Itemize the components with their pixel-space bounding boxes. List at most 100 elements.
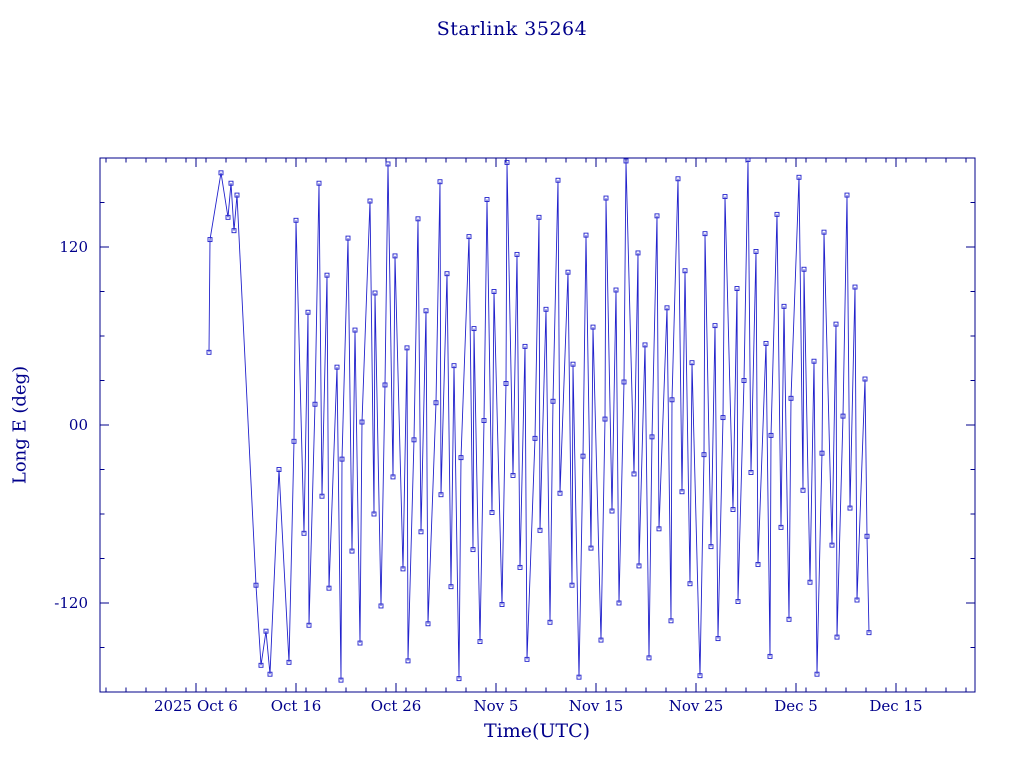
data-point-marker [576,674,582,680]
data-point-marker [466,234,472,240]
data-point-marker [755,561,761,567]
data-point-marker [448,584,454,590]
data-point-marker [668,618,674,624]
x-tick-label: Dec 5 [774,697,818,715]
data-point-marker [801,266,807,272]
data-point-marker [405,658,411,664]
data-point-marker [316,180,322,186]
data-point-marker [847,505,853,511]
data-point-marker [458,455,464,461]
data-point-marker [400,566,406,572]
data-point-marker [385,161,391,167]
y-tick-label: 120 [59,238,88,256]
data-point-marker [352,327,358,333]
plot-frame [99,157,976,693]
data-point-marker [621,379,627,385]
data-point-marker [800,487,806,493]
data-point-marker [741,378,747,383]
data-point-marker [425,621,431,627]
data-point-marker [471,326,477,332]
data-point-marker [833,321,839,327]
data-point-marker [569,582,575,588]
data-point-marker [807,579,813,585]
x-tick-label: Nov 5 [474,697,519,715]
data-point-marker [603,195,609,201]
data-point-marker [715,636,721,642]
data-point-marker [788,395,794,401]
data-point-marker [720,415,726,421]
data-point-marker [326,585,332,591]
data-point-marker [372,290,378,296]
data-point-marker [263,628,269,634]
data-point-marker [753,248,759,254]
data-point-marker [225,214,231,220]
data-point-marker [590,324,596,330]
data-point-marker [613,287,619,293]
data-point-marker [862,376,868,382]
data-point-marker [786,616,792,622]
data-point-marker [840,413,846,419]
data-point-marker [537,527,543,533]
data-point-marker [306,622,312,628]
data-point-marker [701,452,707,458]
x-axis-label: Time(UTC) [483,720,591,742]
data-point-marker [768,432,774,438]
data-point-marker [697,673,703,679]
data-point-marker [781,303,787,309]
data-point-marker [570,361,576,367]
data-point-marker [565,269,571,275]
data-point-marker [437,179,443,185]
data-point-marker [276,467,282,472]
data-point-marker [866,630,872,636]
data-point-marker [503,381,509,386]
data-point-marker [477,639,483,645]
data-point-marker [418,529,424,535]
data-point-marker [517,564,523,570]
data-point-marker [438,492,444,498]
x-tick-label: 2025 Oct 6 [154,697,238,715]
data-point-marker [821,229,827,235]
data-point-marker [423,308,429,314]
data-point-marker [451,363,457,369]
data-point-marker [702,231,708,237]
data-point-marker [834,634,840,640]
data-point-marker [367,198,373,204]
data-point-marker [557,490,563,496]
data-point-marker [404,345,410,351]
data-point-marker [609,508,615,514]
data-point-marker [305,309,311,315]
data-point-marker [291,438,297,444]
data-point-marker [382,382,388,388]
data-point-marker [682,268,688,274]
data-point-marker [484,197,490,202]
data-point-marker [854,597,860,603]
data-point-marker [616,600,622,606]
data-point-marker [550,398,556,404]
data-point-marker [433,400,439,406]
data-point-marker [654,213,660,219]
data-point-marker [555,177,561,183]
data-point-marker [588,545,594,551]
data-point-marker [504,159,510,165]
data-point-marker [514,251,520,257]
data-point-marker [312,401,318,407]
x-tick-label: Oct 16 [271,697,322,715]
data-point-marker [583,232,589,238]
data-point-marker [532,435,538,441]
data-point-marker [231,228,237,234]
data-point-marker [207,237,213,243]
data-point-marker [218,170,224,176]
data-point-marker [636,563,642,569]
data-point-marker [844,192,850,198]
x-tick-label: Oct 26 [371,697,422,715]
data-point-marker [228,180,234,186]
data-point-marker [267,671,273,677]
data-point-marker [499,602,505,607]
data-point-marker [524,656,530,662]
y-tick-label: 00 [69,416,88,434]
data-point-marker [378,603,384,609]
data-point-marker [390,474,396,480]
data-point-marker [669,397,675,403]
data-point-marker [234,192,240,198]
data-point-marker [522,343,528,349]
